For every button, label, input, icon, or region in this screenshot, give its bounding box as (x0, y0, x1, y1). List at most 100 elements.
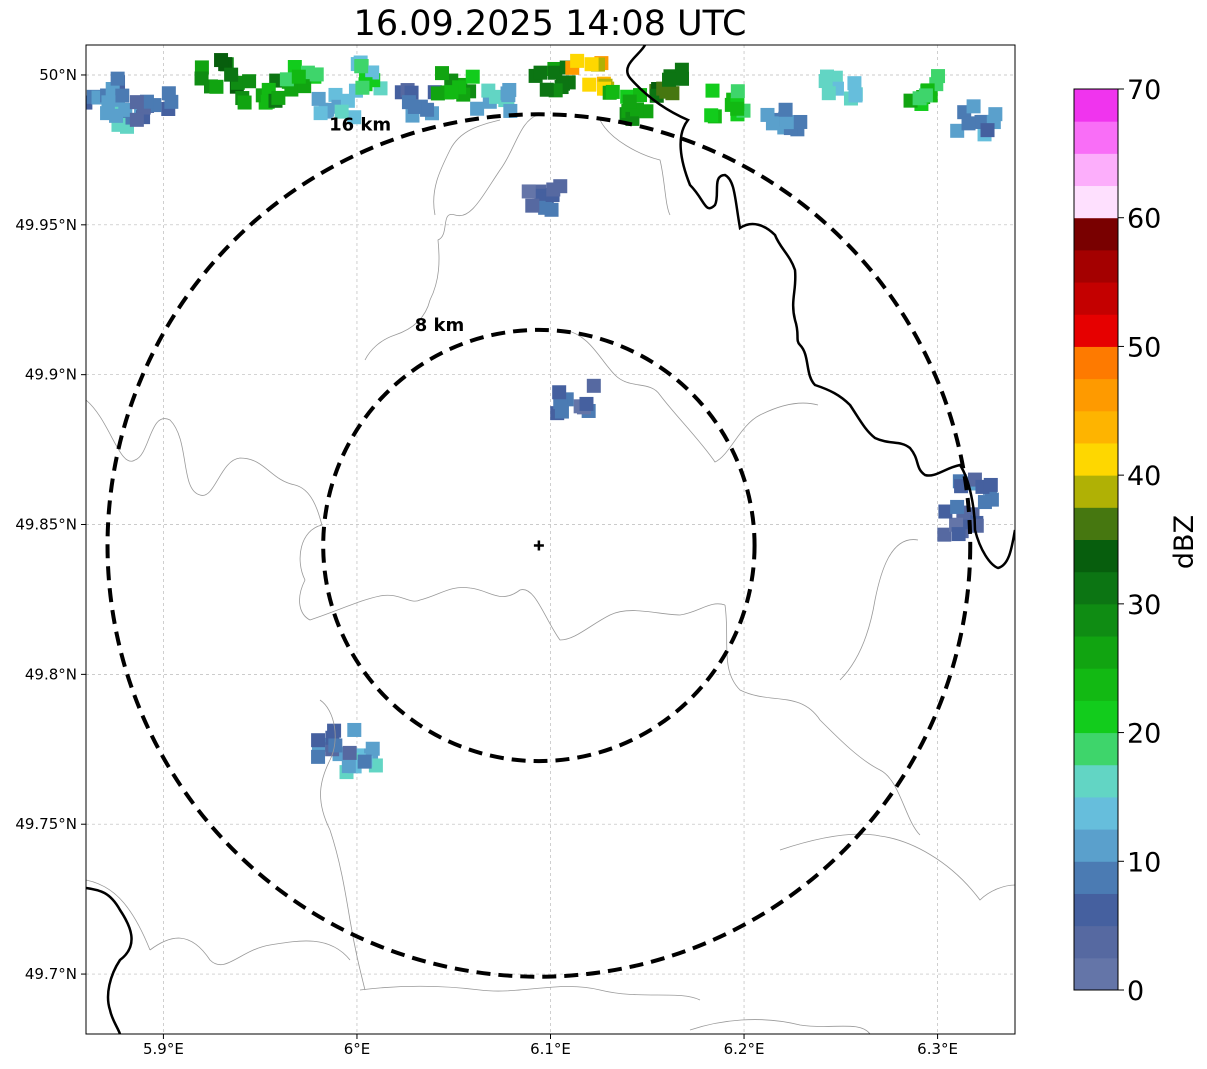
echo-pixel (548, 65, 563, 80)
echo-pixel (481, 83, 496, 98)
lon-tick-label: 6.1°E (530, 1040, 571, 1058)
admin-borders (86, 114, 1015, 1034)
echo-pixel (760, 107, 775, 122)
commune-border (359, 985, 701, 1001)
lon-tick-label: 6.3°E (917, 1040, 958, 1058)
commune-border (149, 937, 351, 966)
lat-tick-label: 49.7°N (25, 965, 77, 983)
echo-pixel (521, 184, 536, 199)
echo-pixel (525, 198, 540, 213)
echo-pixel (584, 57, 599, 72)
echo-pixel (586, 378, 601, 393)
echo-pixel (675, 71, 690, 86)
range-rings (105, 112, 973, 979)
echo-pixel (334, 104, 349, 119)
range-ring-labels: 8 km 16 km (329, 115, 464, 336)
commune-border (779, 833, 1015, 901)
echo-pixel (705, 83, 720, 98)
echo-pixel (161, 86, 176, 101)
lon-tick-label: 6.2°E (724, 1040, 765, 1058)
echo-pixel (622, 94, 637, 109)
echo-pixel (779, 115, 794, 130)
echo-pixel (848, 88, 863, 103)
echo-pixel (533, 65, 548, 80)
echo-pixel (966, 99, 981, 114)
echo-pixel (938, 504, 953, 519)
echo-pixel (465, 69, 480, 84)
commune-border (364, 114, 539, 361)
echo-pixel (501, 88, 516, 103)
echo-pixel (279, 72, 294, 87)
echo-pixel (662, 72, 677, 87)
echo-pixel (242, 74, 257, 89)
echo-pixel (224, 67, 239, 82)
lat-tick-label: 49.75°N (15, 815, 77, 833)
echo-pixel (194, 60, 209, 75)
commune-border (724, 604, 921, 836)
echo-pixel (980, 123, 995, 138)
echo-pixel (937, 527, 952, 542)
border-line-east (626, 45, 1015, 570)
latitude-ticks: 50°N 49.95°N 49.9°N 49.85°N 49.8°N 49.75°N 49.… (15, 66, 86, 983)
echo-pixel (793, 114, 808, 129)
lon-tick-label: 6°E (344, 1040, 371, 1058)
commune-border (839, 539, 919, 681)
echo-pixel (435, 66, 450, 81)
echo-pixel (605, 84, 620, 99)
echo-pixel (342, 745, 357, 760)
border-line-southwest (86, 886, 133, 1034)
lat-tick-label: 49.85°N (15, 516, 77, 534)
echo-pixel (311, 733, 326, 748)
echo-pixel (311, 91, 326, 106)
echo-pixel (354, 59, 369, 74)
radar-center-marker (533, 540, 544, 551)
map-title: 16.09.2025 14:08 UTC (353, 4, 747, 44)
echo-pixel (918, 88, 933, 103)
lat-tick-label: 50°N (39, 66, 77, 84)
echo-pixel (579, 396, 594, 411)
lat-tick-label: 49.8°N (25, 665, 77, 683)
commune-border (564, 329, 819, 463)
echo-pixel (129, 95, 144, 110)
echo-pixel (109, 108, 124, 123)
echo-pixel (951, 527, 966, 542)
commune-border (319, 699, 366, 991)
range-ring-label: 16 km (329, 115, 391, 136)
echo-pixel (778, 102, 793, 117)
echo-pixel (365, 741, 380, 756)
echo-pixel (347, 110, 362, 125)
radar-echoes (86, 53, 1003, 780)
range-ring-label: 8 km (415, 315, 465, 336)
commune-border (86, 399, 726, 641)
echo-pixel (570, 53, 585, 68)
echo-pixel (538, 200, 553, 215)
echo-pixel (357, 754, 372, 769)
echo-pixel (821, 86, 836, 101)
national-border (86, 45, 1015, 1034)
commune-border (433, 119, 501, 216)
echo-pixel (355, 80, 370, 95)
lon-tick-label: 5.9°E (143, 1040, 184, 1058)
echo-pixel (271, 90, 286, 105)
echo-pixel (977, 495, 992, 510)
echo-pixel (818, 74, 833, 89)
echo-pixel (546, 182, 561, 197)
lat-tick-label: 49.95°N (15, 216, 77, 234)
echo-pixel (291, 69, 306, 84)
echo-pixel (470, 101, 485, 116)
echo-pixel (983, 477, 998, 492)
echo-pixel (209, 79, 224, 94)
commune-border (86, 879, 151, 951)
range-ring-8km (321, 327, 757, 764)
echo-pixel (730, 84, 745, 99)
echo-pixel (311, 749, 326, 764)
echo-pixel (341, 759, 356, 774)
echo-pixel (347, 722, 362, 737)
echo-pixel (237, 95, 252, 110)
echo-pixel (313, 106, 328, 121)
echo-pixel (950, 499, 965, 514)
longitude-ticks: 5.9°E 6°E 6.1°E 6.2°E 6.3°E (143, 1034, 958, 1058)
echo-pixel (115, 88, 130, 103)
lat-tick-label: 49.9°N (25, 366, 77, 384)
